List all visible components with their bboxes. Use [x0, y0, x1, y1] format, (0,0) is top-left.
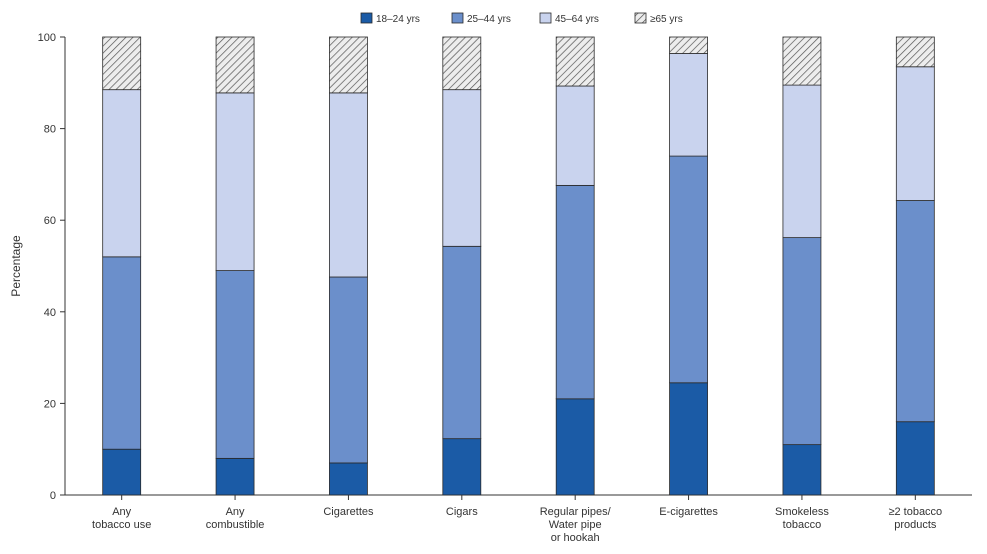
bar-segment — [442, 438, 482, 496]
bar-segment — [329, 462, 368, 496]
y-axis-title: Percentage — [9, 235, 23, 297]
y-tick-label: 60 — [44, 215, 56, 227]
category-label: Any tobacco use — [92, 506, 151, 531]
category-label: Cigarettes — [323, 506, 374, 518]
legend-label: 25–44 yrs — [467, 14, 511, 25]
bar-segment — [555, 85, 595, 186]
bar-segment — [215, 457, 255, 496]
bar-segment — [782, 237, 822, 446]
category-label: ≥2 tobacco products — [888, 506, 942, 531]
bar-segment — [669, 382, 708, 496]
bar-segment — [215, 36, 255, 94]
bar-segment — [782, 36, 822, 86]
bars — [102, 36, 935, 496]
legend-label: 45–64 yrs — [555, 14, 599, 25]
bar-segment — [215, 92, 255, 271]
category-labels: Any tobacco use Any combustible Cigarettes Ci… — [92, 495, 942, 544]
bar-segment — [669, 36, 708, 54]
bar-segment — [895, 421, 935, 496]
category-label: Regular pipes/Water pipe or hookah — [540, 506, 612, 544]
bar-segment — [102, 448, 142, 496]
y-tick-label: 20 — [44, 398, 56, 410]
category-label: E-cigarettes — [659, 506, 718, 518]
bar-segment — [555, 398, 595, 496]
bar-segment — [102, 89, 142, 258]
bar-segment — [102, 256, 142, 450]
legend-label: ≥65 yrs — [650, 14, 683, 25]
y-tick-label: 40 — [44, 307, 56, 319]
category-label: Smokeless tobacco — [775, 506, 829, 531]
bar-segment — [215, 270, 255, 459]
category-label: Cigars — [446, 506, 478, 518]
bar-segment — [895, 66, 935, 201]
y-tick-label: 100 — [38, 32, 56, 44]
y-tick-label: 80 — [44, 124, 56, 136]
bar-segment — [895, 36, 935, 68]
bar-segment — [329, 36, 368, 94]
bar-segment — [329, 276, 368, 464]
bar-segment — [895, 200, 935, 423]
bar-segment — [555, 184, 595, 400]
legend-swatch — [539, 12, 552, 24]
legend-swatch — [634, 12, 647, 24]
bar-segment — [782, 444, 822, 496]
legend: 18–24 yrs 25–44 yrs 45–64 yrs ≥65 yrs — [360, 12, 683, 25]
legend-swatch — [451, 12, 464, 24]
y-tick-label: 0 — [50, 490, 56, 502]
bar-segment — [102, 36, 142, 91]
bar-segment — [782, 84, 822, 239]
bar-segment — [442, 36, 482, 91]
bar-segment — [442, 89, 482, 247]
legend-swatch — [360, 12, 373, 24]
bar-segment — [555, 36, 595, 87]
bar-segment — [329, 92, 368, 278]
bar-segment — [442, 245, 482, 440]
axes: 0 20 40 60 80 100 Percentage — [9, 32, 972, 502]
bar-segment — [669, 155, 708, 384]
bar-segment — [669, 53, 708, 157]
category-label: Any combustible — [206, 506, 265, 531]
legend-label: 18–24 yrs — [376, 14, 420, 25]
